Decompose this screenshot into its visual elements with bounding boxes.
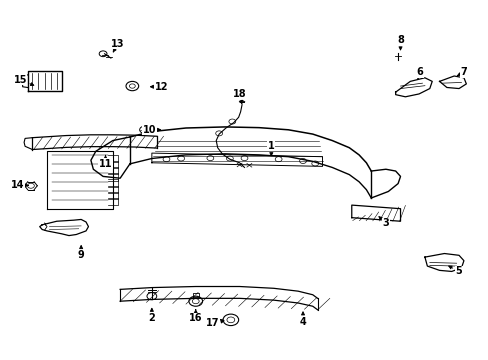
Text: 1: 1 bbox=[267, 141, 274, 156]
Text: 13: 13 bbox=[111, 39, 124, 52]
Text: 7: 7 bbox=[456, 67, 467, 77]
Text: 6: 6 bbox=[416, 67, 423, 78]
Text: 4: 4 bbox=[299, 312, 306, 327]
Text: 12: 12 bbox=[150, 82, 168, 92]
Text: 2: 2 bbox=[148, 308, 155, 323]
Text: 3: 3 bbox=[378, 217, 388, 228]
Text: 8: 8 bbox=[396, 35, 403, 50]
Text: 15: 15 bbox=[14, 75, 34, 86]
Text: 16: 16 bbox=[188, 310, 202, 323]
Text: 9: 9 bbox=[78, 246, 84, 260]
Text: 10: 10 bbox=[142, 125, 160, 135]
Text: 18: 18 bbox=[232, 89, 246, 104]
Text: 5: 5 bbox=[448, 266, 462, 276]
Text: 17: 17 bbox=[205, 319, 224, 328]
Text: 14: 14 bbox=[11, 180, 28, 190]
Text: 11: 11 bbox=[99, 156, 112, 169]
